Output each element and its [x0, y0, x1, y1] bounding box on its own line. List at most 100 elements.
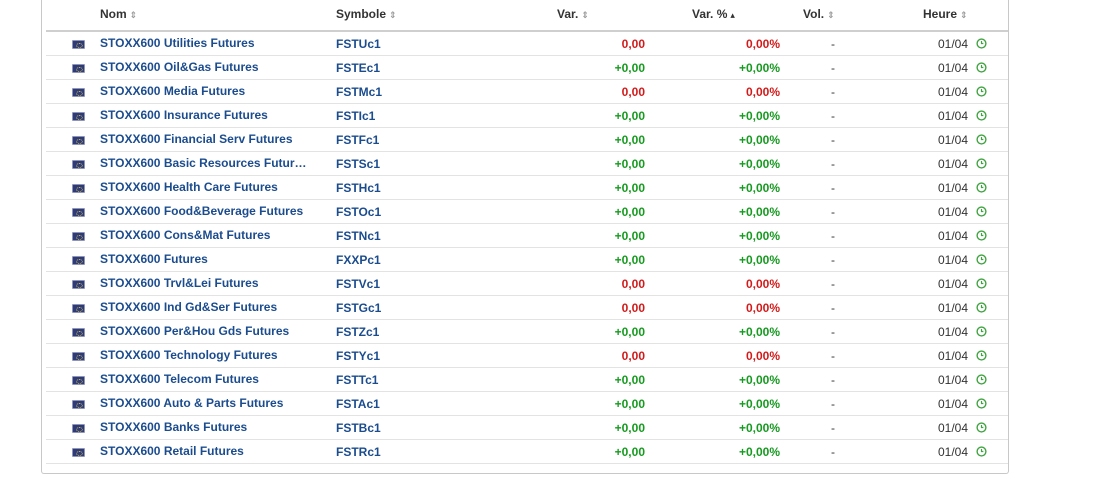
instrument-symbol-link[interactable]: FSTVc1	[336, 277, 381, 291]
table-row[interactable]: STOXX600 Technology Futures FSTYc1 0,00 0,0…	[46, 344, 1008, 368]
table-row[interactable]: STOXX600 Insurance Futures FSTIc1 +0,00 +0,…	[46, 104, 1008, 128]
time-value: 01/04	[937, 397, 968, 411]
table-row[interactable]: STOXX600 Ind Gd&Ser Futures FSTGc1 0,00 0,0…	[46, 296, 1008, 320]
clock-icon	[976, 62, 987, 73]
header-symbol-label: Symbole	[336, 7, 387, 21]
instrument-name-link[interactable]: STOXX600 Financial Serv Futures	[100, 132, 293, 146]
instrument-name-link[interactable]: STOXX600 Cons&Mat Futures	[100, 228, 271, 242]
table-row[interactable]: STOXX600 Banks Futures FSTBc1 +0,00 +0,00% -…	[46, 416, 1008, 440]
table-row[interactable]: STOXX600 Telecom Futures FSTTc1 +0,00 +0,00…	[46, 368, 1008, 392]
instrument-symbol-link[interactable]: FSTSc1	[336, 157, 381, 171]
eu-flag-icon	[72, 184, 85, 193]
change-pct-value: +0,00%	[738, 253, 780, 267]
instrument-symbol-link[interactable]: FSTAc1	[336, 397, 380, 411]
eu-flag-icon	[72, 136, 85, 145]
time-value: 01/04	[937, 85, 968, 99]
header-change[interactable]: Var. ⇕	[557, 7, 589, 21]
eu-flag-icon	[72, 160, 85, 169]
clock-icon	[976, 110, 987, 121]
volume-value: -	[831, 61, 835, 75]
table-row[interactable]: STOXX600 Per&Hou Gds Futures FSTZc1 +0,00 +…	[46, 320, 1008, 344]
instrument-name-link[interactable]: STOXX600 Ind Gd&Ser Futures	[100, 300, 278, 314]
instrument-symbol-link[interactable]: FSTBc1	[336, 421, 381, 435]
time-value: 01/04	[937, 277, 968, 291]
volume-value: -	[831, 301, 835, 315]
header-change-pct[interactable]: Var. % ▴	[692, 7, 735, 21]
table-row[interactable]: STOXX600 Retail Futures FSTRc1 +0,00 +0,00%…	[46, 440, 1008, 464]
table-row[interactable]: STOXX600 Health Care Futures FSTHc1 +0,00 +…	[46, 176, 1008, 200]
instrument-symbol-link[interactable]: FSTFc1	[336, 133, 380, 147]
volume-value: -	[831, 397, 835, 411]
instrument-name-link[interactable]: STOXX600 Auto & Parts Futures	[100, 396, 284, 410]
instrument-name-link[interactable]: STOXX600 Basic Resources Futur…	[100, 156, 307, 170]
table-row[interactable]: STOXX600 Financial Serv Futures FSTFc1 +0,…	[46, 128, 1008, 152]
change-pct-value: +0,00%	[738, 181, 780, 195]
eu-flag-icon	[72, 64, 85, 73]
instrument-name-link[interactable]: STOXX600 Telecom Futures	[100, 372, 259, 386]
eu-flag-icon	[72, 424, 85, 433]
instrument-name-link[interactable]: STOXX600 Banks Futures	[100, 420, 248, 434]
header-name-label: Nom	[100, 7, 127, 21]
instrument-name-link[interactable]: STOXX600 Trvl&Lei Futures	[100, 276, 259, 290]
clock-icon	[976, 182, 987, 193]
instrument-name-link[interactable]: STOXX600 Oil&Gas Futures	[100, 60, 259, 74]
instrument-symbol-link[interactable]: FSTZc1	[336, 325, 380, 339]
quotes-panel: Nom ⇕ Symbole ⇕ Var. ⇕ Var. % ▴ Vol. ⇕ Heure ⇕…	[41, 0, 1009, 474]
header-volume[interactable]: Vol. ⇕	[803, 7, 835, 21]
instrument-name-link[interactable]: STOXX600 Utilities Futures	[100, 36, 255, 50]
instrument-symbol-link[interactable]: FXXPc1	[336, 253, 381, 267]
table-row[interactable]: STOXX600 Food&Beverage Futures FSTOc1 +0,0…	[46, 200, 1008, 224]
change-pct-value: 0,00%	[745, 277, 780, 291]
change-pct-value: +0,00%	[738, 205, 780, 219]
table-row[interactable]: STOXX600 Auto & Parts Futures FSTAc1 +0,00…	[46, 392, 1008, 416]
instrument-symbol-link[interactable]: FSTOc1	[336, 205, 382, 219]
instrument-symbol-link[interactable]: FSTIc1	[336, 109, 376, 123]
instrument-symbol-link[interactable]: FSTTc1	[336, 373, 379, 387]
instrument-symbol-link[interactable]: FSTMc1	[336, 85, 383, 99]
clock-icon	[976, 374, 987, 385]
sort-arrows-icon: ⇕	[827, 10, 835, 20]
eu-flag-icon	[72, 352, 85, 361]
change-value: +0,00	[614, 445, 645, 459]
change-value: +0,00	[614, 181, 645, 195]
table-row[interactable]: STOXX600 Futures FXXPc1 +0,00 +0,00% - 01/04	[46, 248, 1008, 272]
instrument-symbol-link[interactable]: FSTEc1	[336, 61, 381, 75]
header-name[interactable]: Nom ⇕	[100, 7, 137, 21]
table-row[interactable]: STOXX600 Media Futures FSTMc1 0,00 0,00% - 01…	[46, 80, 1008, 104]
instrument-name-link[interactable]: STOXX600 Media Futures	[100, 84, 246, 98]
volume-value: -	[831, 325, 835, 339]
volume-value: -	[831, 349, 835, 363]
table-row[interactable]: STOXX600 Oil&Gas Futures FSTEc1 +0,00 +0,00…	[46, 56, 1008, 80]
instrument-symbol-link[interactable]: FSTGc1	[336, 301, 382, 315]
header-time[interactable]: Heure ⇕	[923, 7, 968, 21]
change-value: 0,00	[621, 349, 645, 363]
time-value: 01/04	[937, 109, 968, 123]
instrument-name-link[interactable]: STOXX600 Retail Futures	[100, 444, 244, 458]
change-pct-value: +0,00%	[738, 61, 780, 75]
instrument-symbol-link[interactable]: FSTRc1	[336, 445, 381, 459]
table-row[interactable]: STOXX600 Cons&Mat Futures FSTNc1 +0,00 +0,0…	[46, 224, 1008, 248]
change-value: +0,00	[614, 397, 645, 411]
change-pct-value: +0,00%	[738, 421, 780, 435]
instrument-symbol-link[interactable]: FSTYc1	[336, 349, 381, 363]
instrument-name-link[interactable]: STOXX600 Per&Hou Gds Futures	[100, 324, 290, 338]
change-pct-value: +0,00%	[738, 133, 780, 147]
instrument-symbol-link[interactable]: FSTNc1	[336, 229, 381, 243]
header-time-label: Heure	[923, 7, 958, 21]
table-row[interactable]: STOXX600 Trvl&Lei Futures FSTVc1 0,00 0,00%…	[46, 272, 1008, 296]
volume-value: -	[831, 181, 835, 195]
change-pct-value: +0,00%	[738, 325, 780, 339]
instrument-name-link[interactable]: STOXX600 Futures	[100, 252, 208, 266]
instrument-symbol-link[interactable]: FSTUc1	[336, 37, 381, 51]
header-symbol[interactable]: Symbole ⇕	[336, 7, 397, 21]
instrument-name-link[interactable]: STOXX600 Health Care Futures	[100, 180, 278, 194]
time-value: 01/04	[937, 229, 968, 243]
instrument-name-link[interactable]: STOXX600 Technology Futures	[100, 348, 278, 362]
instrument-name-link[interactable]: STOXX600 Food&Beverage Futures	[100, 204, 304, 218]
instrument-symbol-link[interactable]: FSTHc1	[336, 181, 381, 195]
table-row[interactable]: STOXX600 Utilities Futures FSTUc1 0,00 0,00…	[46, 32, 1008, 56]
table-row[interactable]: STOXX600 Basic Resources Futur… FSTSc1 +0,…	[46, 152, 1008, 176]
eu-flag-icon	[72, 40, 85, 49]
instrument-name-link[interactable]: STOXX600 Insurance Futures	[100, 108, 268, 122]
eu-flag-icon	[72, 88, 85, 97]
